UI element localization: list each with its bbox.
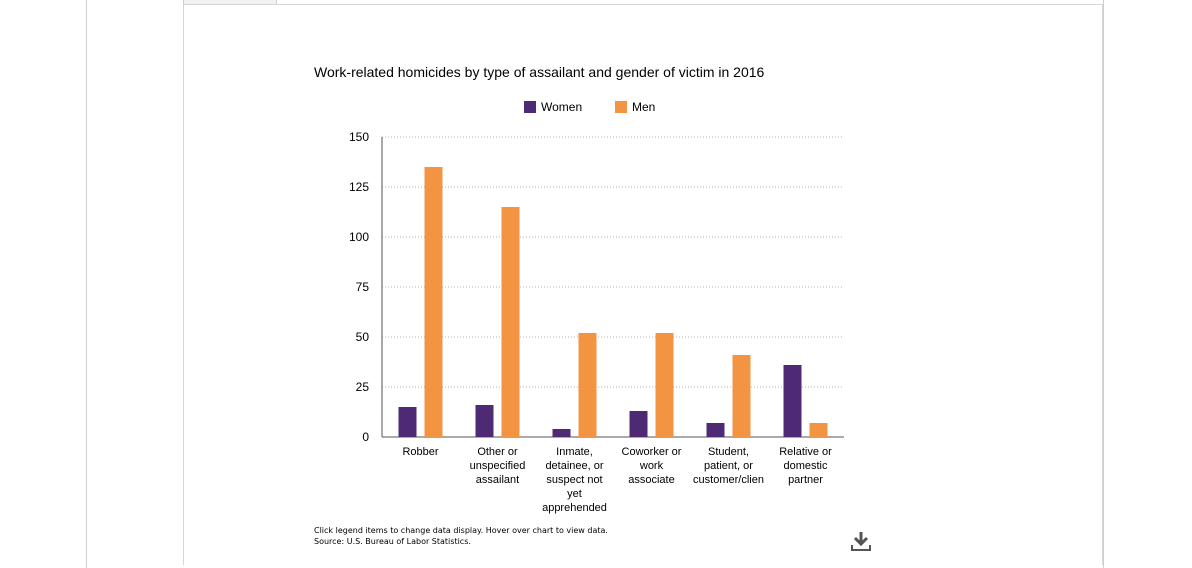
legend-item-men[interactable]: Men	[615, 100, 655, 114]
legend-label-men: Men	[632, 100, 656, 114]
bar-women[interactable]	[706, 423, 725, 437]
bar-men[interactable]	[501, 207, 520, 437]
y-tick-label: 50	[356, 330, 370, 344]
chart-title: Work-related homicides by type of assail…	[314, 64, 765, 80]
bar-women[interactable]	[475, 405, 494, 437]
legend-swatch-men	[615, 101, 627, 113]
y-tick-label: 25	[356, 380, 370, 394]
x-tick-label: Coworker or	[622, 446, 682, 458]
x-tick-label: customer/clien	[693, 474, 764, 486]
bar-women[interactable]	[552, 429, 571, 437]
bar-women[interactable]	[629, 411, 648, 437]
footnote-source: Source: U.S. Bureau of Labor Statistics.	[314, 537, 471, 546]
legend-label-women: Women	[541, 100, 583, 114]
x-tick-label: domestic	[783, 460, 828, 472]
x-tick-label: Student,	[708, 446, 749, 458]
x-tick-label: Relative or	[779, 446, 832, 458]
chart-panel	[183, 4, 1103, 565]
x-tick-label: Robber	[402, 446, 438, 458]
y-tick-label: 150	[349, 130, 369, 144]
x-tick-label: apprehended	[542, 502, 607, 514]
y-tick-label: 100	[349, 230, 369, 244]
bar-men[interactable]	[578, 333, 597, 437]
x-tick-label: assailant	[476, 474, 519, 486]
x-tick-label: unspecified	[470, 460, 526, 472]
x-tick-label: suspect not	[546, 474, 602, 486]
bar-men[interactable]	[424, 167, 443, 437]
bar-women[interactable]	[783, 365, 802, 437]
download-button[interactable]	[848, 528, 874, 554]
footnote: Click legend items to change data displa…	[314, 525, 608, 547]
page-frame	[86, 0, 1104, 568]
x-tick-label: Inmate,	[556, 446, 593, 458]
bar-men[interactable]	[809, 423, 828, 437]
bar-chart[interactable]: 0 25 50 75 100 125 150 Robber Other or unspecifie…	[0, 0, 1192, 556]
legend-item-women[interactable]: Women	[524, 100, 582, 114]
bar-men[interactable]	[655, 333, 674, 437]
footnote-instructions: Click legend items to change data displa…	[314, 526, 608, 535]
legend-swatch-women	[524, 101, 536, 113]
x-tick-label: work	[639, 460, 664, 472]
y-tick-label: 75	[356, 280, 370, 294]
y-tick-label: 125	[349, 180, 369, 194]
x-tick-label: patient, or	[704, 460, 753, 472]
x-tick-label: yet	[567, 488, 582, 500]
download-icon	[851, 532, 871, 551]
x-tick-label: detainee, or	[545, 460, 603, 472]
y-tick-label: 0	[362, 430, 369, 444]
bar-women[interactable]	[398, 407, 417, 437]
x-tick-label: Other or	[477, 446, 518, 458]
x-tick-label: associate	[628, 474, 674, 486]
x-tick-label: partner	[788, 474, 823, 486]
bar-men[interactable]	[732, 355, 751, 437]
